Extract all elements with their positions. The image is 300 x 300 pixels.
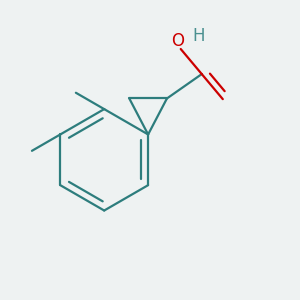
Text: H: H [193,27,205,45]
Text: O: O [171,32,184,50]
